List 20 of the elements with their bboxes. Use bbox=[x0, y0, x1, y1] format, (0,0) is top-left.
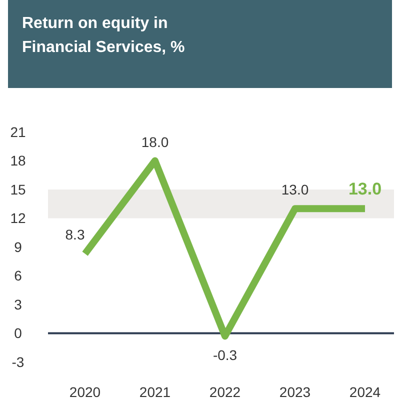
y-tick-label: 12 bbox=[10, 210, 26, 226]
x-tick-label: 2023 bbox=[279, 384, 311, 399]
chart-title: Return on equity in Financial Services, % bbox=[22, 15, 185, 56]
text: 8.3 bbox=[65, 226, 85, 243]
y-tick-label: 9 bbox=[14, 238, 22, 255]
x-tick-label: 2022 bbox=[209, 384, 241, 399]
text: -0.3 bbox=[212, 347, 238, 364]
y-tick-label: 3 bbox=[14, 296, 22, 312]
y-tick-label: 15 bbox=[10, 181, 26, 198]
x-tick-label: 2020 bbox=[69, 384, 101, 399]
y-tick-label: 21 bbox=[10, 124, 26, 140]
text: 13.0 bbox=[281, 182, 309, 198]
text: 18.0 bbox=[141, 134, 169, 150]
text: 13.0 bbox=[348, 180, 382, 199]
y-tick-label: -3 bbox=[12, 354, 24, 370]
y-tick-label: 0 bbox=[14, 325, 22, 342]
x-tick-label: 2024 bbox=[349, 384, 381, 399]
x-tick-label: 2021 bbox=[139, 384, 171, 399]
y-tick-label: 6 bbox=[14, 268, 22, 284]
y-tick-label: 18 bbox=[10, 152, 26, 169]
